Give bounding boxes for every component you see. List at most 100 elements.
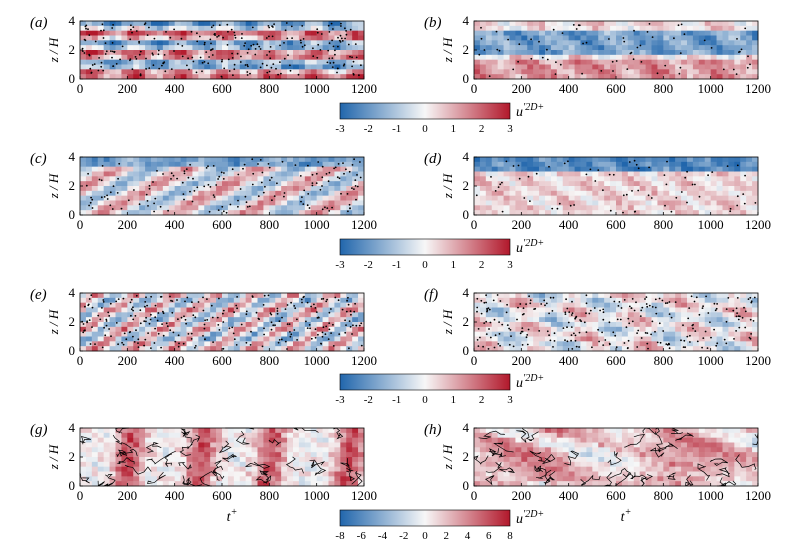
heatmap-cell [334,210,341,216]
data-marker [160,346,163,349]
heatmap-cell [479,190,487,196]
heatmap-cell [156,190,164,196]
heatmap-cell [610,336,617,342]
heatmap-cell [127,312,134,318]
heatmap-cell [521,35,528,41]
heatmap-cell [645,181,652,187]
heatmap-cell [746,195,753,201]
heatmap-cell [192,442,199,448]
heatmap-cell [239,35,246,41]
heatmap-cell [139,210,146,216]
heatmap-cell [521,157,528,163]
heatmap-cell [80,74,87,80]
data-marker [303,44,306,47]
data-marker [715,344,718,347]
heatmap-cell [204,176,211,182]
heatmap-cell [204,452,211,458]
heatmap-cell [328,302,335,308]
heatmap-cell [204,428,211,434]
heatmap-cell [657,293,664,299]
heatmap-cell [334,200,341,206]
heatmap-cell [574,200,581,206]
heatmap-cell [539,317,546,323]
heatmap-cell [474,157,481,163]
heatmap-cell [358,186,365,192]
heatmap-cell [651,331,658,337]
heatmap-cell [657,40,664,46]
heatmap-cell [710,50,717,56]
data-marker [321,208,324,211]
heatmap-cell [497,341,504,347]
heatmap-cell [80,302,87,308]
heatmap-cell [485,161,493,167]
heatmap-cell [550,166,558,172]
data-marker [501,210,504,213]
heatmap-cell [474,336,481,342]
data-marker [497,186,500,189]
data-marker [520,330,523,333]
data-marker [330,22,333,25]
heatmap-cell [103,452,110,458]
heatmap-cell [204,171,211,177]
heatmap-cell [222,317,229,323]
data-marker [352,73,355,75]
heatmap-cell [204,74,211,80]
heatmap-cell [85,50,93,56]
heatmap-cell [156,166,164,172]
heatmap-cell [352,297,359,303]
heatmap-cell [204,30,211,36]
data-marker [499,183,502,186]
heatmap-cell [651,59,658,65]
heatmap-cell [479,302,487,308]
data-marker [192,314,195,317]
heatmap-cell [156,346,164,352]
heatmap-cell [491,21,498,27]
heatmap-cell [180,166,187,172]
heatmap-cell [669,195,676,201]
data-marker [280,72,282,75]
heatmap-cell [298,312,306,318]
heatmap-cell [503,336,510,342]
heatmap-cell [257,50,264,56]
heatmap-cell [710,166,717,172]
heatmap-cell [103,442,110,448]
data-marker [265,37,268,39]
heatmap-cell [210,307,217,313]
heatmap-cell [263,331,270,337]
heatmap-cell [103,466,110,472]
heatmap-cell [639,195,646,201]
heatmap-cell [574,307,581,313]
data-marker [538,40,540,43]
heatmap-cell [669,317,676,323]
heatmap-cell [304,205,312,211]
heatmap-cell [145,293,152,299]
data-marker [572,24,575,26]
heatmap-cell [722,210,729,216]
heatmap-cell [681,21,688,27]
panel-label: (c) [30,151,47,167]
heatmap-cell [503,186,510,192]
heatmap-cell [322,317,329,323]
heatmap-cell [681,346,688,352]
data-marker [251,26,254,29]
data-marker [102,69,105,72]
heatmap-cell [621,322,629,328]
heatmap-cell [491,322,498,328]
heatmap-cell [616,54,623,60]
heatmap-cell [269,64,276,70]
heatmap-cell [556,312,564,318]
data-marker [272,324,275,327]
heatmap-cell [198,312,205,318]
heatmap-cell [521,322,528,328]
heatmap-cell [645,176,652,182]
heatmap-cell [210,341,217,347]
heatmap-cell [85,64,93,70]
data-marker [183,170,186,173]
heatmap-cell [145,69,152,75]
heatmap-cell [746,331,753,337]
heatmap-cell [352,186,359,192]
data-marker [202,296,204,299]
data-marker [333,167,335,170]
heatmap-cell [340,166,347,172]
